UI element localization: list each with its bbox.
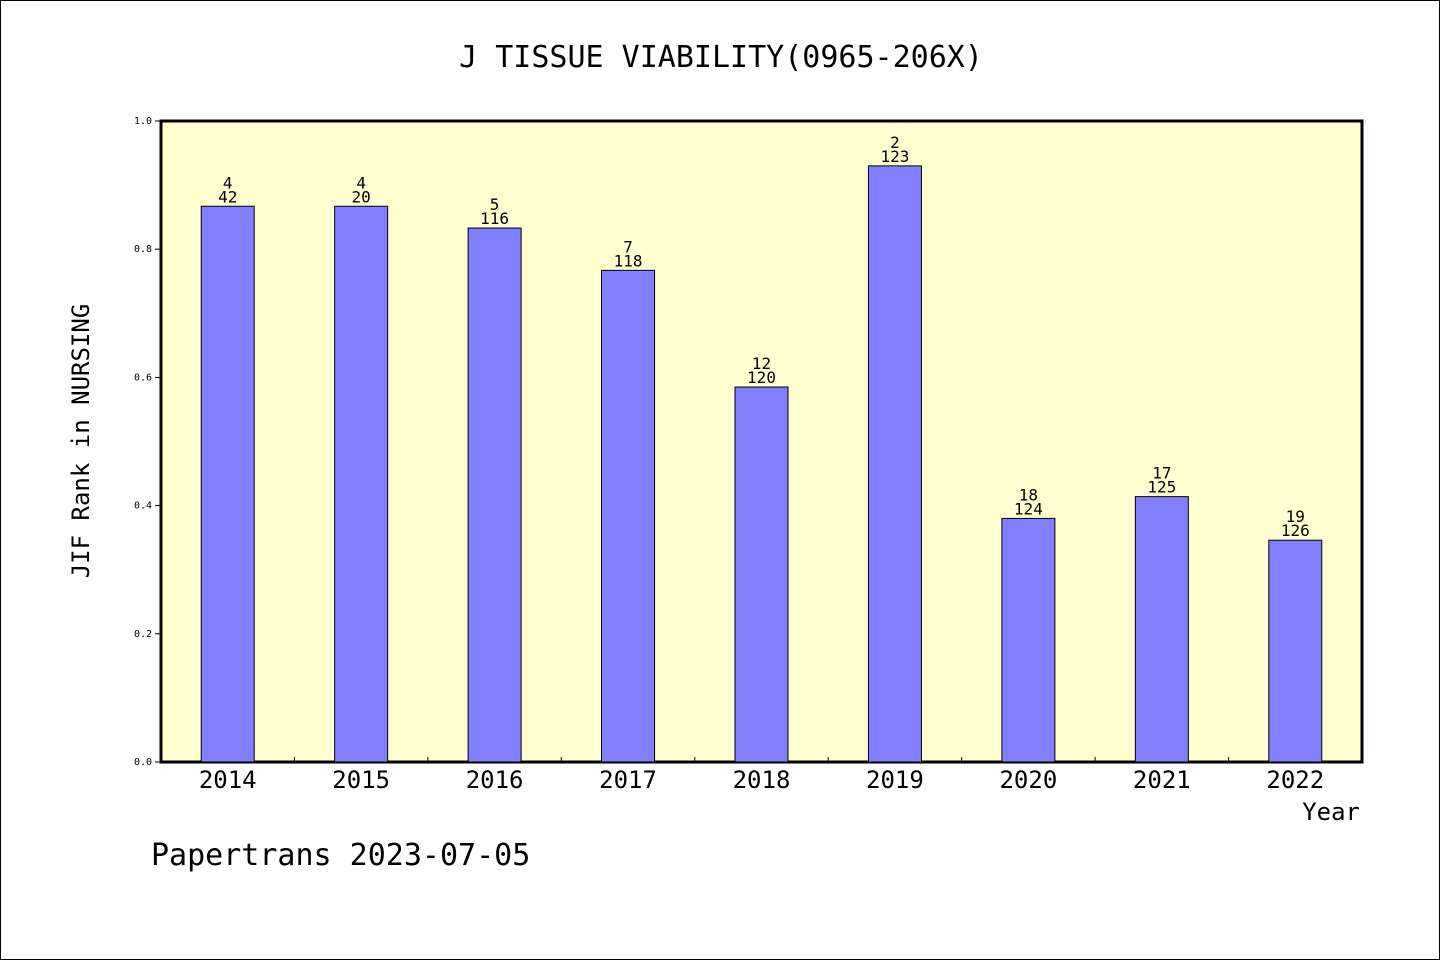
y-tick-label: 0.6 <box>134 372 152 383</box>
bar-rank-label: 17 <box>1152 464 1171 483</box>
bar-total-label: 120 <box>747 368 776 387</box>
bar-2016 <box>467 227 522 763</box>
bar-rank-label: 4 <box>223 173 233 192</box>
bar-total-label: 126 <box>1281 521 1310 540</box>
bar-rank-label: 7 <box>623 237 633 256</box>
bar-2022 <box>1268 539 1323 763</box>
bar-total-label: 124 <box>1014 499 1043 518</box>
bar-rank-label: 2 <box>890 133 900 152</box>
bar-rank-label: 5 <box>490 195 500 214</box>
bar-2019 <box>867 165 922 763</box>
bar-2017 <box>601 269 656 763</box>
bar-total-label: 118 <box>614 251 643 270</box>
bars <box>200 165 1323 763</box>
x-tick-label: 2021 <box>1133 766 1191 794</box>
y-tick-label: 0.2 <box>134 629 152 640</box>
y-axis-label: JIF Rank in NURSING <box>67 304 95 579</box>
bar-2021 <box>1134 496 1189 763</box>
y-tick-label: 0.4 <box>134 501 152 512</box>
bar-2014 <box>200 205 255 763</box>
x-axis-label: Year <box>1302 798 1360 826</box>
bar-total-label: 42 <box>218 187 237 206</box>
bar-2015 <box>334 205 389 763</box>
x-tick-label: 2022 <box>1266 766 1324 794</box>
x-tick-label: 2014 <box>199 766 257 794</box>
y-axis-ticks: 0.0 0.2 0.4 0.6 0.8 1.0 <box>134 116 161 768</box>
y-tick-label: 0.8 <box>134 244 152 255</box>
footer-text: Papertrans 2023-07-05 <box>151 838 530 873</box>
bar-total-label: 116 <box>480 209 509 228</box>
bar-total-label: 125 <box>1147 478 1176 497</box>
y-tick-label: 1.0 <box>134 116 152 127</box>
bar-2020 <box>1001 517 1056 763</box>
bar-rank-label: 4 <box>356 173 366 192</box>
bar-rank-label: 18 <box>1019 485 1038 504</box>
y-tick-label: 0.0 <box>134 757 152 768</box>
x-axis-ticks: 2014 2015 2016 2017 2018 2019 2020 2021 2022 <box>199 757 1324 794</box>
x-tick-label: 2016 <box>466 766 524 794</box>
x-tick-label: 2017 <box>599 766 657 794</box>
bar-total-label: 123 <box>880 147 909 166</box>
bar-total-label: 20 <box>352 187 371 206</box>
x-tick-label: 2015 <box>332 766 390 794</box>
bar-2018 <box>734 386 789 763</box>
bar-rank-label: 19 <box>1286 507 1305 526</box>
x-tick-label: 2018 <box>733 766 791 794</box>
bar-rank-label: 12 <box>752 354 771 373</box>
chart-title: J TISSUE VIABILITY(0965-206X) <box>459 40 983 75</box>
x-tick-label: 2019 <box>866 766 924 794</box>
x-tick-label: 2020 <box>999 766 1057 794</box>
